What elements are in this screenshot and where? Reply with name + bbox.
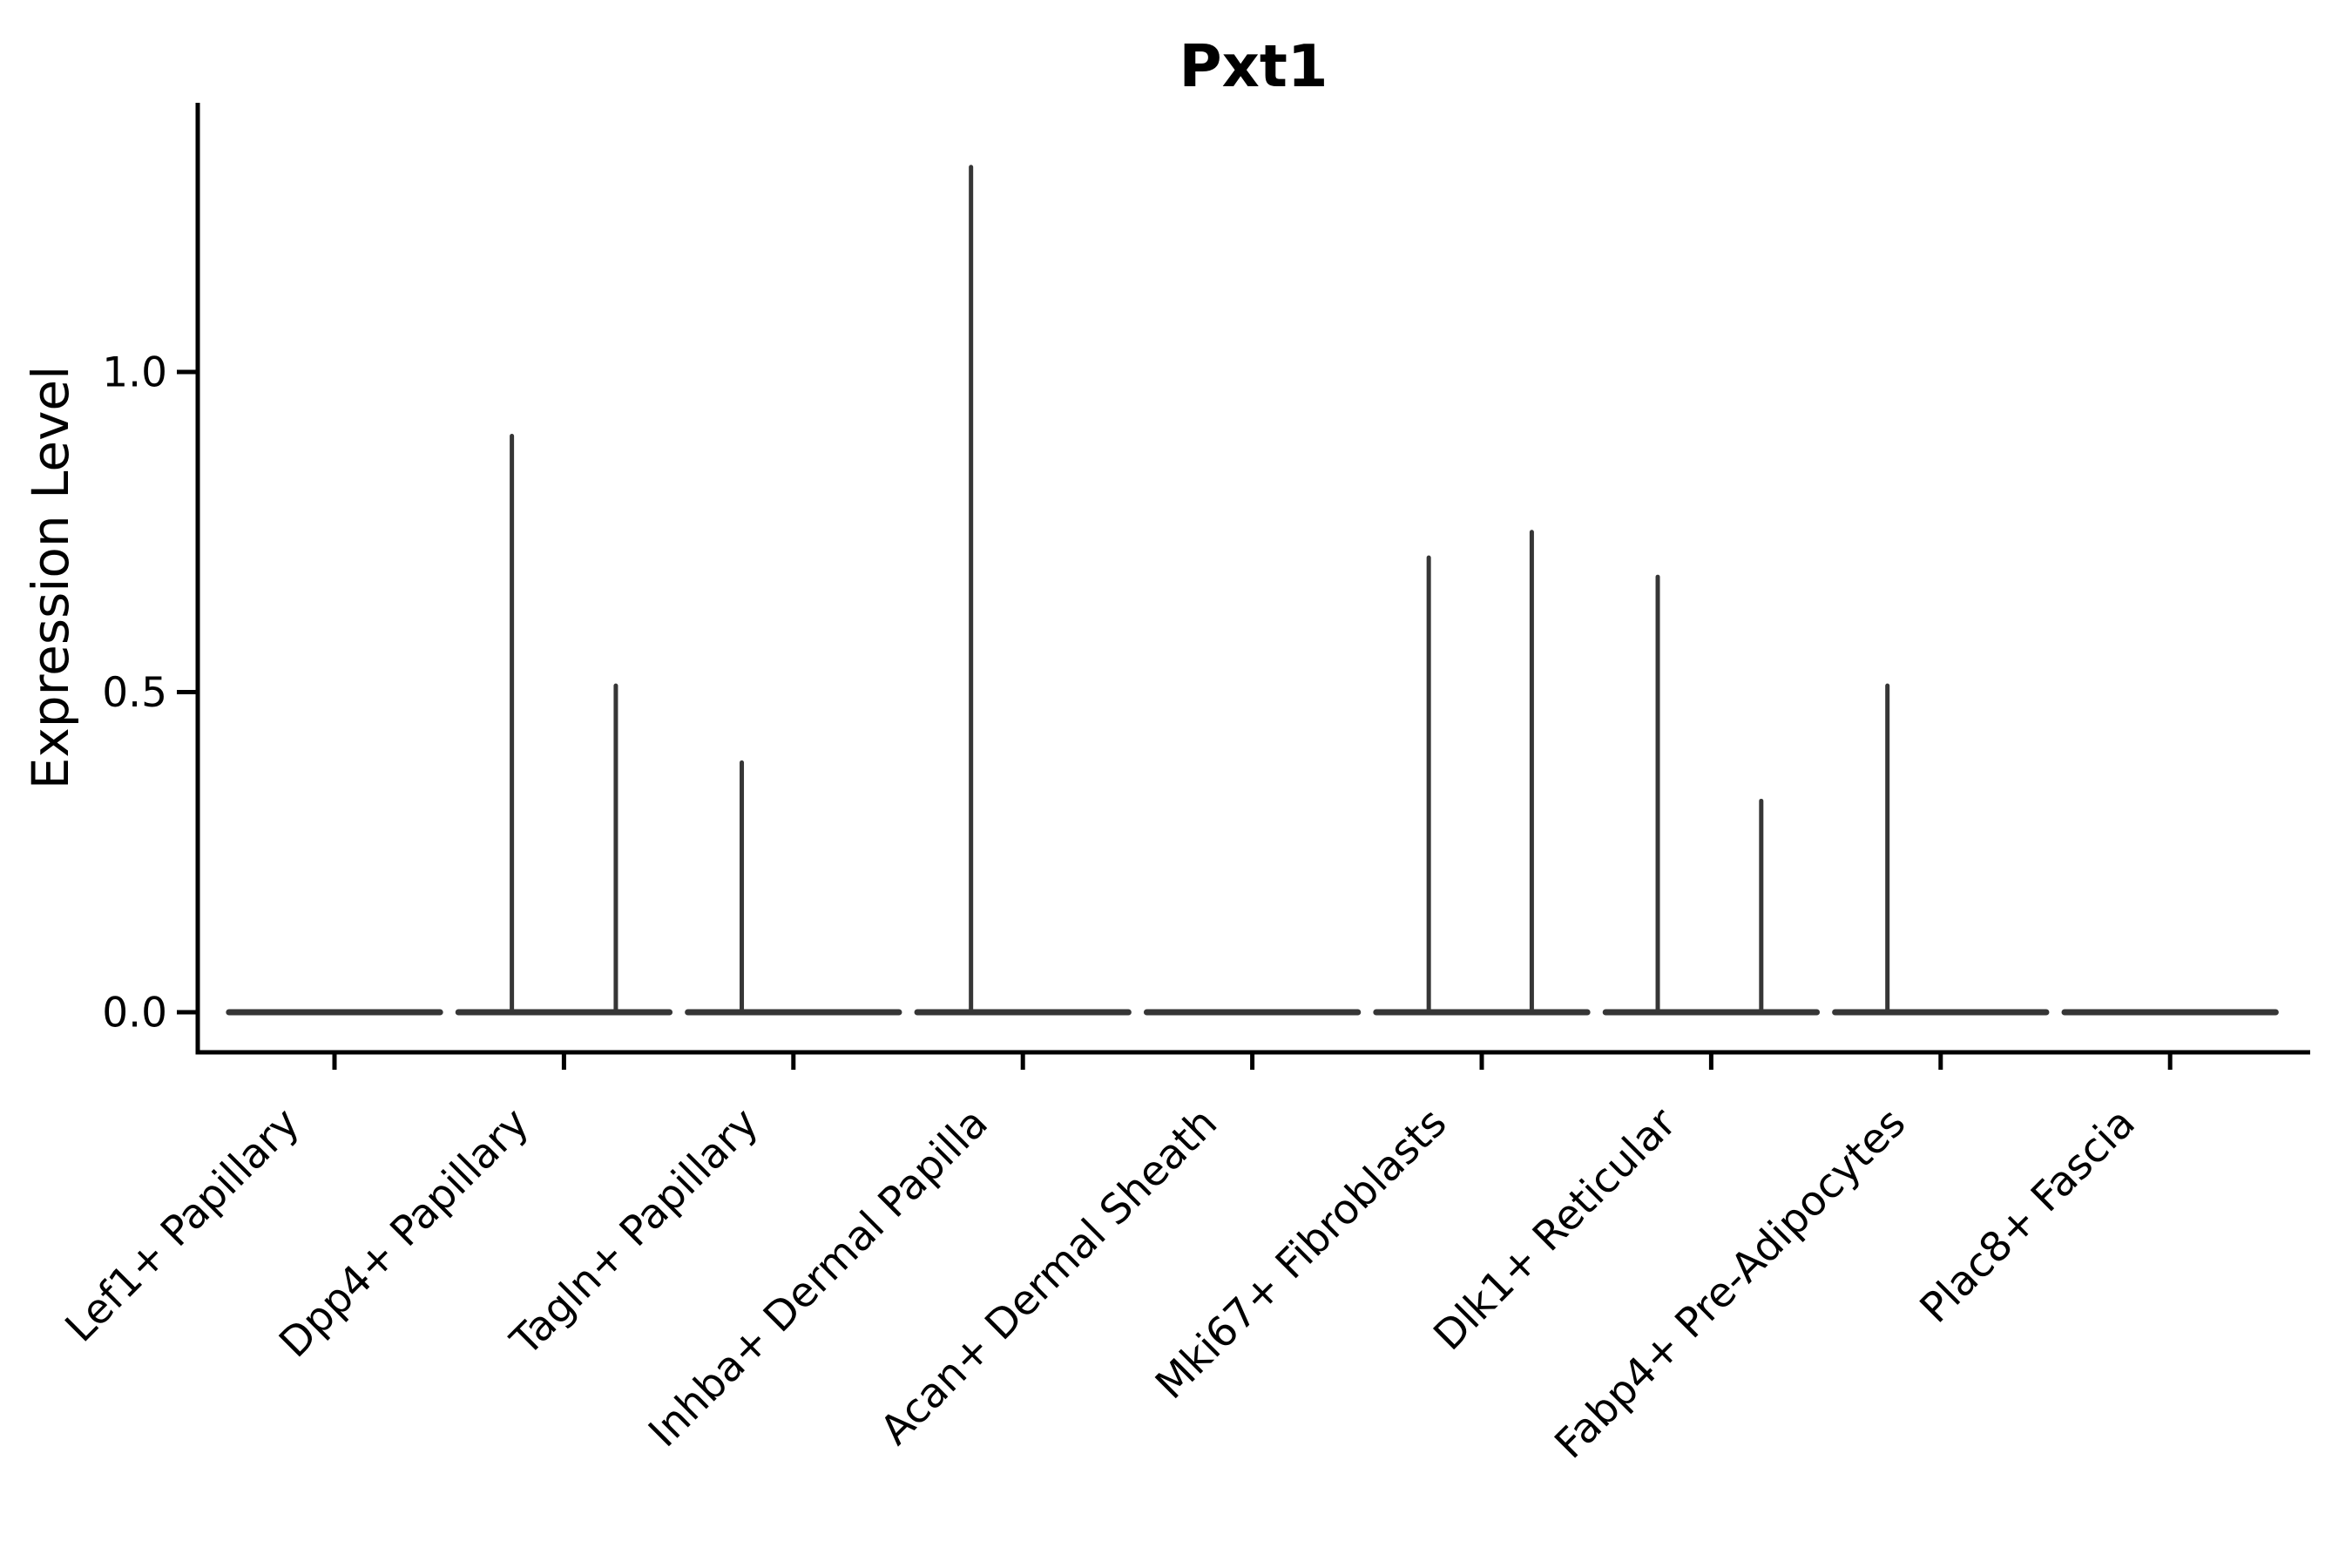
violin xyxy=(1832,683,2050,1016)
chart-title: Pxt1 xyxy=(1179,32,1328,100)
x-tick-label: Dpp4+ Papillary xyxy=(270,1099,538,1368)
x-tick-label: Dlk1+ Reticular xyxy=(1424,1098,1686,1360)
y-tick-label: 1.0 xyxy=(102,349,167,397)
y-tick-label: 0.5 xyxy=(102,669,167,717)
violin xyxy=(455,434,673,1016)
y-axis-label: Expression Level xyxy=(21,366,80,789)
violin xyxy=(914,165,1132,1016)
y-ticks-group: 0.0 0.5 1.0 xyxy=(102,349,198,1037)
violin xyxy=(1373,530,1591,1016)
y-tick-label: 0.0 xyxy=(102,990,167,1037)
x-tick-label: Lef1+ Papillary xyxy=(57,1099,309,1352)
violin xyxy=(1602,574,1821,1016)
x-tick-label: Tagln+ Papillary xyxy=(501,1099,767,1366)
x-tick-label: Plac8+ Fascia xyxy=(1911,1099,2145,1333)
violin xyxy=(685,760,902,1016)
violins-group xyxy=(226,165,2279,1016)
